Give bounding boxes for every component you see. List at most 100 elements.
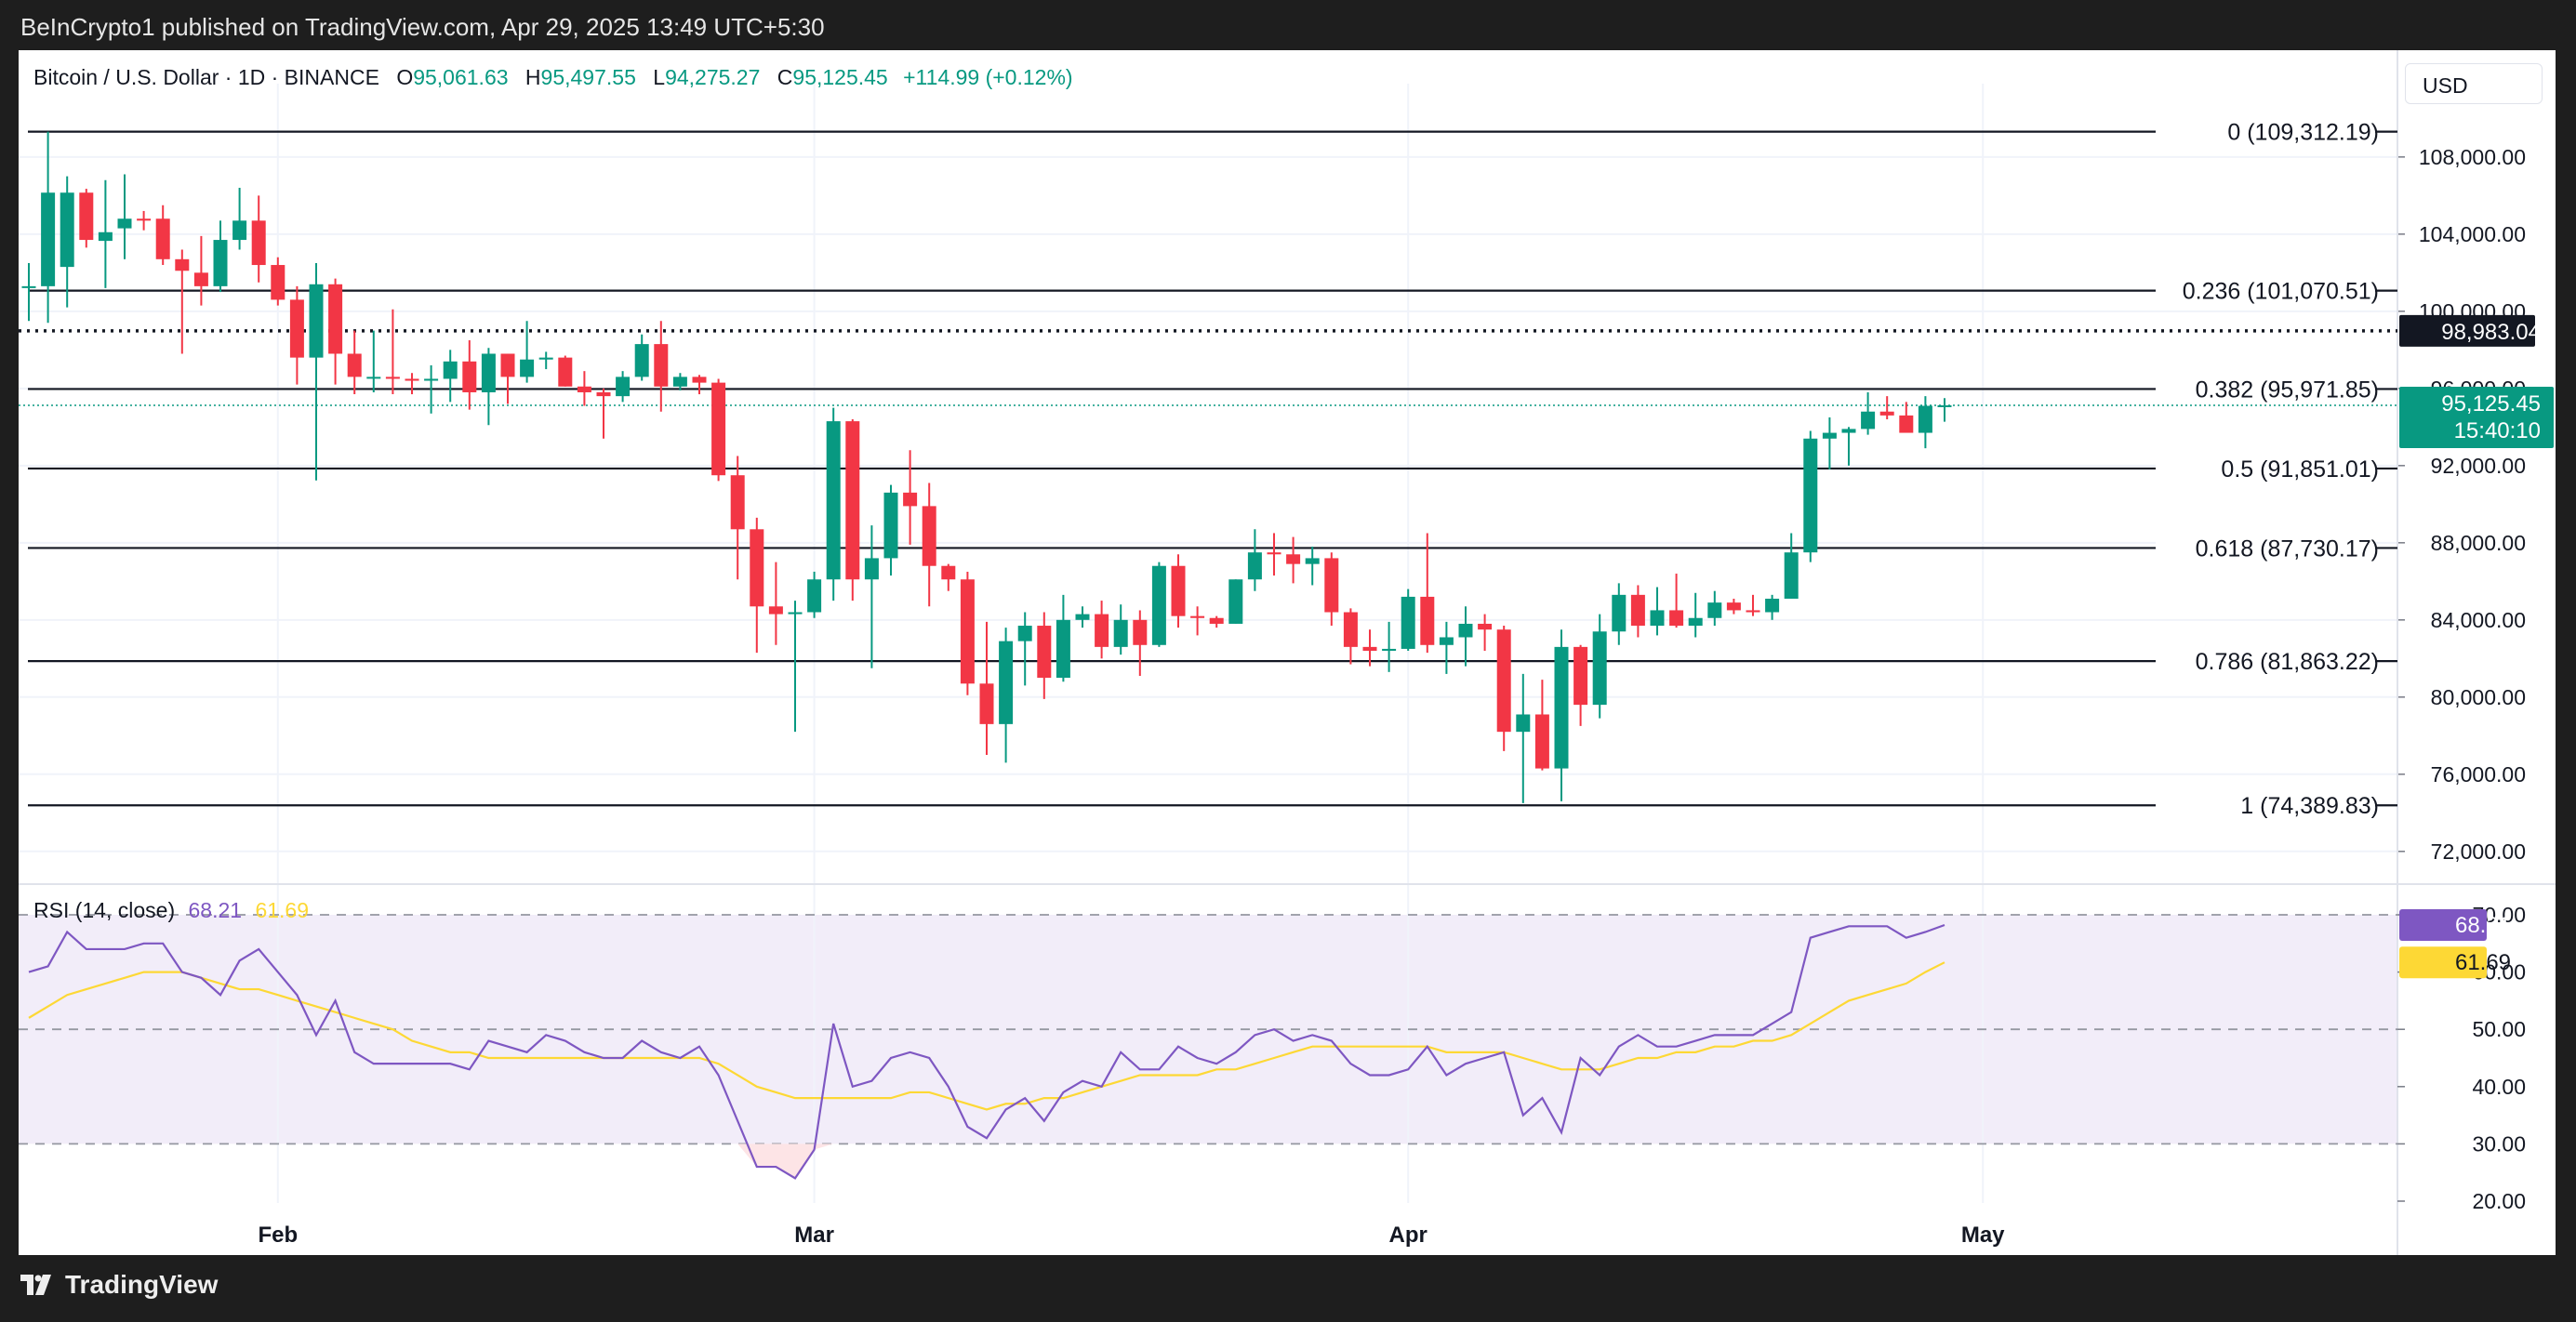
candle-body	[385, 377, 400, 379]
open-value: 95,061.63	[413, 65, 509, 89]
candle-body	[500, 353, 515, 377]
rsi-axis-label: 20.00	[2472, 1189, 2526, 1213]
footer-bar	[0, 1257, 2576, 1322]
rsi-line	[28, 923, 1945, 1180]
high-label: H	[524, 65, 541, 89]
candle-body	[883, 492, 898, 559]
candle-body	[1228, 579, 1243, 624]
candle-body	[1095, 614, 1109, 647]
candle-body	[788, 612, 803, 615]
symbol-legend: Bitcoin / U.S. Dollar · 1D · BINANCE O95…	[33, 65, 1073, 90]
candle-body	[1554, 646, 1569, 769]
candle-body	[1861, 411, 1876, 430]
candle-body	[596, 391, 611, 397]
candle-body	[1324, 558, 1339, 613]
candle-body	[1726, 602, 1741, 611]
rsi-axis-label: 30.00	[2472, 1131, 2526, 1156]
candle-body	[1669, 610, 1684, 627]
rsi-axis-label: 40.00	[2472, 1075, 2526, 1099]
tradingview-brand[interactable]: TradingView	[20, 1270, 218, 1300]
candle-body	[1707, 602, 1722, 618]
fib-level-label: 0.786 (81,863.22)	[2196, 649, 2379, 675]
candle-body	[1075, 614, 1090, 620]
candle-body	[1113, 619, 1128, 647]
candle-body	[347, 353, 362, 377]
x-axis-label-apr: Apr	[1389, 1223, 1427, 1248]
fib-level-label: 0.236 (101,070.51)	[2183, 279, 2379, 305]
candle-body	[654, 344, 669, 387]
candle-body	[271, 265, 285, 300]
last-price-badge	[2399, 386, 2554, 448]
candle-body	[1650, 610, 1665, 627]
dotted-level-badge-label: 98,983.04	[2441, 320, 2541, 345]
rsi-value-badge	[2399, 909, 2487, 942]
candle-body	[251, 220, 266, 266]
candle-body	[1592, 631, 1607, 706]
candle-body	[616, 377, 631, 397]
candle-body	[1439, 637, 1454, 645]
candle-body	[1286, 554, 1301, 564]
open-label: O	[396, 65, 414, 89]
rsi-value-badge-label: 68.21	[2455, 913, 2511, 938]
fib-label-bg	[2156, 275, 2375, 306]
fib-level-label: 0.5 (91,851.01)	[2221, 456, 2379, 483]
price-axis-label: 80,000.00	[2431, 685, 2526, 709]
candle-body	[21, 285, 36, 288]
rsi-legend: RSI (14, close) 68.21 61.69	[33, 898, 309, 923]
candle-body	[155, 218, 170, 259]
x-axis-label-may: May	[1961, 1223, 2005, 1248]
close-value: 95,125.45	[792, 65, 888, 89]
candle-body	[692, 377, 707, 383]
candle-body	[117, 218, 132, 229]
candle-body	[1017, 626, 1032, 641]
candle-body	[60, 192, 74, 268]
fib-label-bg	[2156, 374, 2375, 404]
tradingview-logo-icon	[20, 1275, 51, 1295]
candle-body	[845, 421, 860, 580]
candle-body	[864, 558, 879, 580]
candle-body	[462, 361, 477, 392]
chart-svg[interactable]: Feb Mar Apr May108,000.00104,000.00100,000.…	[19, 50, 2556, 1255]
rsi-ma-legend-value: 61.69	[255, 898, 310, 922]
fib-level-label: 0.618 (87,730.17)	[2196, 535, 2379, 562]
fib-label-bg	[2156, 790, 2375, 821]
candle-body	[558, 357, 573, 387]
candle-body	[1899, 415, 1914, 433]
candle-body	[328, 284, 343, 354]
price-axis-label: 84,000.00	[2431, 608, 2526, 632]
candle-body	[1841, 429, 1856, 433]
low-label: L	[653, 65, 666, 89]
countdown-badge-label: 15:40:10	[2454, 418, 2541, 443]
price-axis-label: 88,000.00	[2431, 531, 2526, 555]
rsi-legend-value: 68.21	[188, 898, 243, 922]
candle-body	[1879, 411, 1894, 416]
candle-body	[1037, 626, 1052, 679]
fib-label-bg	[2156, 453, 2375, 483]
price-axis-label: 76,000.00	[2431, 762, 2526, 787]
candle-body	[1630, 594, 1645, 627]
candle-body	[999, 641, 1014, 724]
candle-body	[366, 377, 381, 379]
candle-body	[1612, 594, 1627, 632]
price-axis-label: 92,000.00	[2431, 454, 2526, 478]
low-value: 94,275.27	[665, 65, 761, 89]
x-axis-label-mar: Mar	[794, 1223, 834, 1248]
candle-body	[1247, 552, 1262, 580]
top-bar: BeInCrypto1 published on TradingView.com…	[0, 0, 2576, 50]
price-axis-label: 72,000.00	[2431, 839, 2526, 864]
candle-body	[137, 218, 152, 221]
candle-body	[672, 377, 687, 387]
candle-body	[1937, 404, 1952, 407]
candle-body	[922, 506, 936, 566]
candle-body	[1746, 610, 1760, 613]
candle-body	[1803, 438, 1818, 553]
candle-body	[1516, 714, 1531, 733]
candle-body	[1784, 552, 1799, 599]
fib-level-label: 0 (109,312.19)	[2227, 120, 2379, 146]
currency-selector[interactable]: USD	[2405, 63, 2543, 104]
chart-frame[interactable]: Feb Mar Apr May 108,000.00 104,000.00 100,000.…	[19, 50, 2556, 1255]
candle-body	[405, 378, 419, 381]
candle-body	[213, 240, 228, 286]
rsi-oversold-fill	[718, 1144, 834, 1179]
price-axis-label: 104,000.00	[2419, 222, 2526, 246]
